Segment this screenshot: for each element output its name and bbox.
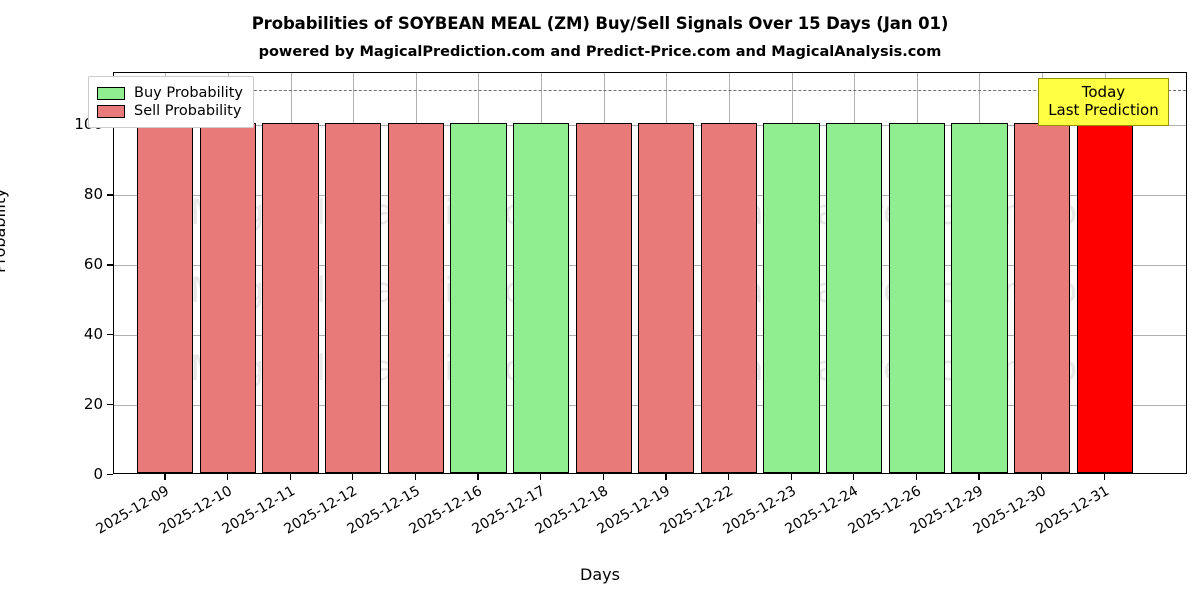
legend-item-sell: Sell Probability [97,103,243,119]
x-tick-mark [414,474,417,480]
y-tick-mark [107,194,113,196]
x-tick-mark [853,474,855,480]
plot-area: MagicalAnalysis.comMagicalPrediction.com… [113,72,1187,474]
y-tick-label: 20 [83,395,103,414]
x-tick-mark [665,474,667,480]
bar-sell [575,123,632,473]
y-axis-title: Probability [0,188,9,273]
x-tick-mark [289,474,291,480]
x-tick-mark [727,474,730,480]
y-tick-mark [107,474,113,476]
bar-sell [387,123,444,473]
bar-buy [888,123,945,473]
bar-sell [700,123,758,473]
bar-sell [638,123,695,473]
y-tick-label: 0 [93,465,103,483]
legend-label-buy: Buy Probability [134,85,243,101]
y-tick-label: 40 [83,325,103,344]
legend-swatch-sell [97,104,125,118]
bar-buy [951,123,1008,473]
x-tick-mark [164,474,166,480]
bar-sell [262,123,319,473]
bar-buy [826,123,883,473]
y-tick-label: 60 [83,255,103,274]
bar-sell [1013,123,1071,473]
plot-clip: MagicalAnalysis.comMagicalPrediction.com… [114,73,1186,473]
x-tick-mark [540,474,542,480]
today-annotation-line1: Today [1081,83,1126,101]
bar-today [1076,123,1133,473]
bar-buy [512,123,570,473]
y-tick-mark [107,264,113,266]
legend-label-sell: Sell Probability [134,103,242,119]
y-tick-label: 80 [83,185,103,204]
x-tick-mark [790,474,792,480]
threshold-dashed-line [114,90,1186,92]
today-annotation-line2: Last Prediction [1048,101,1159,120]
chart-legend: Buy Probability Sell Probability [88,76,254,128]
bar-sell [137,123,194,473]
x-tick-mark [352,474,354,480]
y-tick-mark [107,334,113,336]
chart-subtitle: powered by MagicalPrediction.com and Pre… [258,44,942,60]
legend-item-buy: Buy Probability [97,85,243,101]
x-tick-mark [915,474,918,480]
x-tick-mark [602,474,604,480]
x-tick-mark [978,474,980,480]
x-tick-mark [226,474,229,480]
bar-sell [325,123,382,473]
x-tick-mark [1041,474,1043,480]
x-axis-title: Days [580,565,620,584]
bar-series [114,73,1186,473]
chart-title: Probabilities of SOYBEAN MEAL (ZM) Buy/S… [251,14,949,33]
bar-sell [199,123,257,473]
x-tick-mark [1103,474,1105,480]
bar-buy [450,123,507,473]
today-annotation: Today Last Prediction [1038,78,1169,126]
x-tick-mark [477,474,479,480]
y-tick-mark [107,404,113,406]
bar-buy [763,123,820,473]
legend-swatch-buy [97,86,125,100]
